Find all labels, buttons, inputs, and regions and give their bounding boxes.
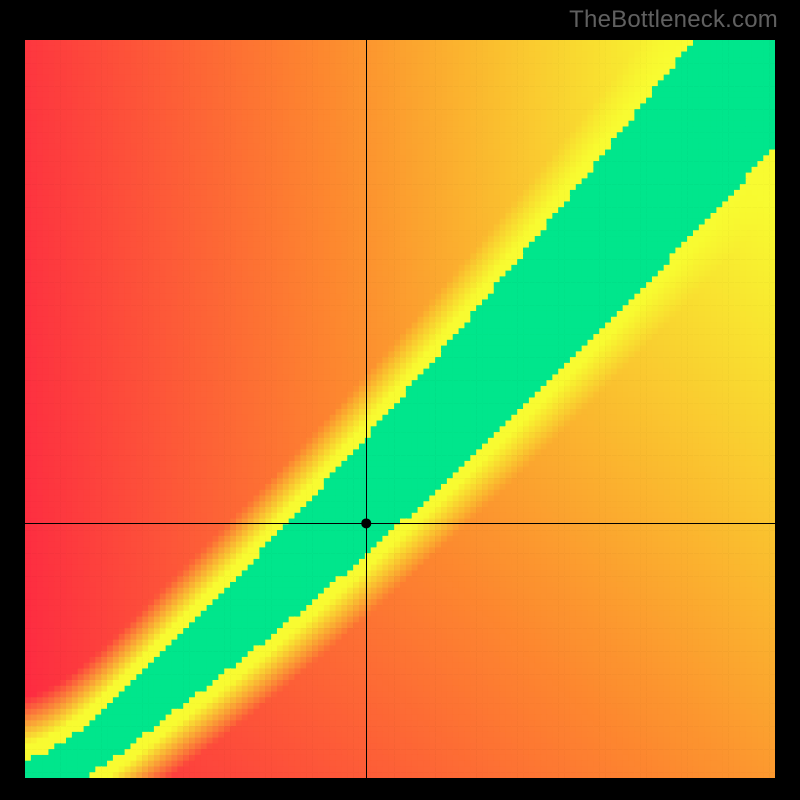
heatmap-canvas [25, 40, 775, 778]
chart-container: TheBottleneck.com [0, 0, 800, 800]
plot-area [25, 40, 775, 778]
watermark-text: TheBottleneck.com [569, 6, 778, 34]
